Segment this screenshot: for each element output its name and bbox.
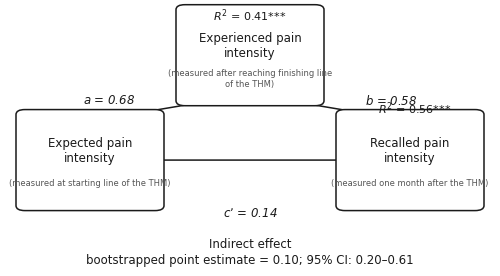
Text: bootstrapped point estimate = 0.10; 95% CI: 0.20–0.61: bootstrapped point estimate = 0.10; 95% … bbox=[86, 254, 414, 267]
Text: $R^2$ = 0.56***: $R^2$ = 0.56*** bbox=[378, 101, 451, 117]
Text: Experienced pain
intensity: Experienced pain intensity bbox=[198, 32, 302, 60]
Text: (measured at starting line of the THM): (measured at starting line of the THM) bbox=[9, 179, 171, 188]
Text: $c$’ = 0.14: $c$’ = 0.14 bbox=[222, 207, 278, 221]
Text: (measured one month after the THM): (measured one month after the THM) bbox=[332, 179, 488, 188]
Text: Recalled pain
intensity: Recalled pain intensity bbox=[370, 137, 450, 165]
FancyBboxPatch shape bbox=[336, 110, 484, 211]
FancyBboxPatch shape bbox=[16, 110, 164, 211]
Text: (measured after reaching finishing line
of the THM): (measured after reaching finishing line … bbox=[168, 69, 332, 89]
FancyBboxPatch shape bbox=[176, 5, 324, 106]
Text: Expected pain
intensity: Expected pain intensity bbox=[48, 137, 132, 165]
Text: $R^2$ = 0.41***: $R^2$ = 0.41*** bbox=[214, 7, 286, 23]
Text: Indirect effect: Indirect effect bbox=[209, 238, 291, 251]
Text: $a$ = 0.68: $a$ = 0.68 bbox=[83, 94, 135, 107]
Text: $b$ = 0.58: $b$ = 0.58 bbox=[365, 94, 418, 108]
